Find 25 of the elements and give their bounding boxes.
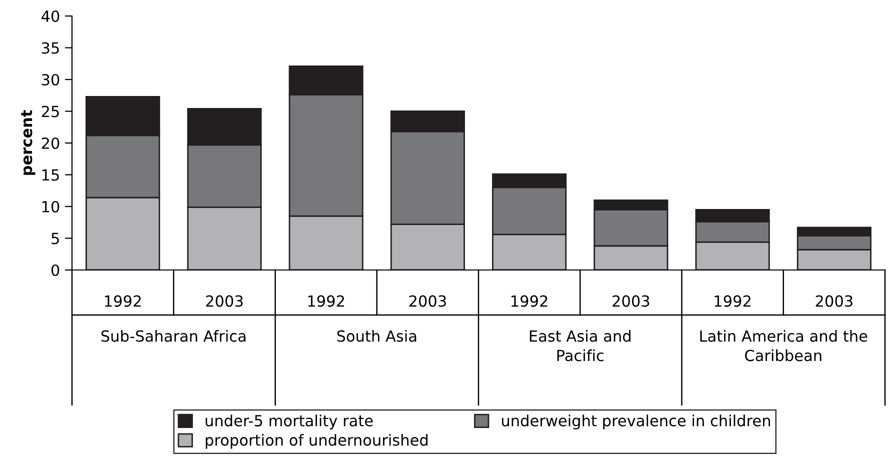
x-tick-label: 1992	[714, 295, 750, 307]
x-tick-label: 2003	[409, 295, 446, 307]
text: Sub-Saharan Africa	[101, 330, 246, 342]
y-tick-label: 0	[51, 264, 60, 276]
text: East Asia and Pacific	[530, 330, 630, 362]
y-tick-label: 15	[42, 169, 59, 181]
text: South Asia	[337, 330, 416, 342]
y-tick-label: 30	[42, 74, 60, 86]
x-tick-label: 2003	[206, 295, 243, 307]
y-axis-title: percent	[21, 110, 36, 175]
x-tick-label: 1992	[308, 295, 344, 307]
x-tick-label: 1992	[512, 295, 548, 307]
y-tick-label: 10	[42, 200, 60, 213]
y-tick-label: 25	[42, 106, 59, 118]
y-tick-label: 35	[42, 42, 59, 54]
legend-label: under-5 mortality rate	[206, 414, 373, 430]
y-tick-label: 20	[42, 137, 60, 150]
x-tick-label: 1992	[105, 295, 141, 307]
x-tick-label: 2003	[816, 295, 852, 307]
legend-label: underweight prevalence in children	[502, 414, 770, 430]
x-tick-label: 2003	[612, 295, 650, 307]
y-tick-label: 40	[42, 10, 60, 22]
legend-label: proportion of undernourished	[206, 434, 428, 449]
text: Latin America and the Caribbean	[700, 330, 868, 362]
y-tick-label: 5	[52, 232, 59, 244]
